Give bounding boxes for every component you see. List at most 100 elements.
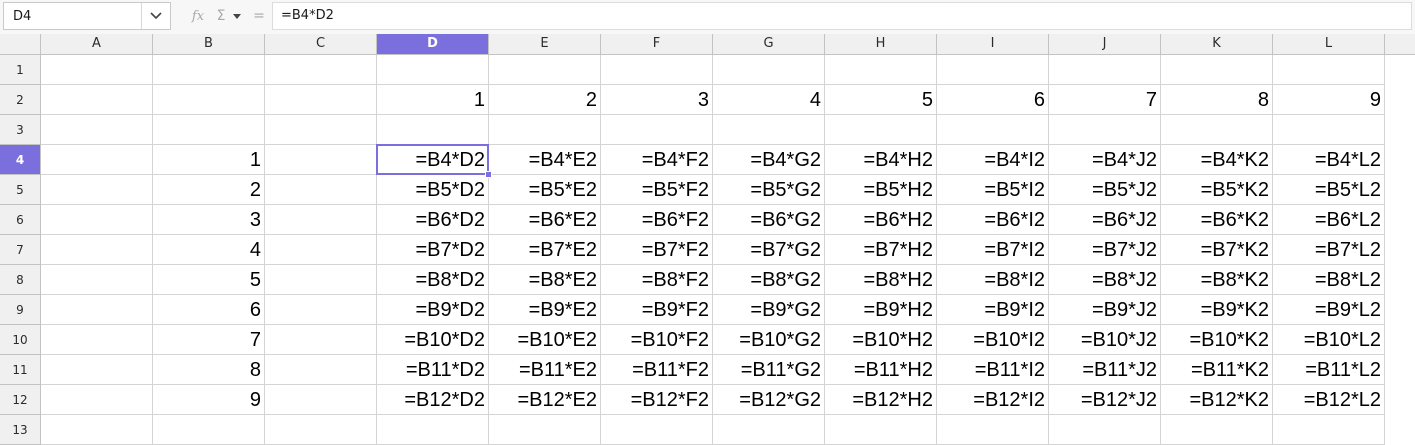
cell-j8[interactable]: =B8*J2: [1049, 265, 1161, 295]
cell-h8[interactable]: =B8*H2: [825, 265, 937, 295]
column-header-f[interactable]: F: [601, 34, 713, 54]
cell-c11[interactable]: [265, 355, 377, 385]
cell-j2[interactable]: 7: [1049, 85, 1161, 115]
row-header-4[interactable]: 4: [0, 145, 41, 175]
cell-e11[interactable]: =B11*E2: [489, 355, 601, 385]
cell-k7[interactable]: =B7*K2: [1161, 235, 1273, 265]
cell-l5[interactable]: =B5*L2: [1273, 175, 1385, 205]
cell-e5[interactable]: =B5*E2: [489, 175, 601, 205]
cell-l9[interactable]: =B9*L2: [1273, 295, 1385, 325]
cell-b7[interactable]: 4: [153, 235, 265, 265]
cell-i7[interactable]: =B7*I2: [937, 235, 1049, 265]
cell-d5[interactable]: =B5*D2: [377, 175, 489, 205]
cell-b10[interactable]: 7: [153, 325, 265, 355]
cell-g7[interactable]: =B7*G2: [713, 235, 825, 265]
cell-j7[interactable]: =B7*J2: [1049, 235, 1161, 265]
cell-c5[interactable]: [265, 175, 377, 205]
row-header-12[interactable]: 12: [0, 385, 41, 415]
row-header-6[interactable]: 6: [0, 205, 41, 235]
cell-k8[interactable]: =B8*K2: [1161, 265, 1273, 295]
cell-l3[interactable]: [1273, 115, 1385, 145]
cell-g11[interactable]: =B11*G2: [713, 355, 825, 385]
cell-j4[interactable]: =B4*J2: [1049, 145, 1161, 175]
cell-l1[interactable]: [1273, 55, 1385, 85]
cell-c10[interactable]: [265, 325, 377, 355]
cell-k9[interactable]: =B9*K2: [1161, 295, 1273, 325]
row-header-9[interactable]: 9: [0, 295, 41, 325]
cell-k12[interactable]: =B12*K2: [1161, 385, 1273, 415]
row-header-2[interactable]: 2: [0, 85, 41, 115]
cell-i10[interactable]: =B10*I2: [937, 325, 1049, 355]
cell-g13[interactable]: [713, 415, 825, 445]
cell-h7[interactable]: =B7*H2: [825, 235, 937, 265]
cell-d3[interactable]: [377, 115, 489, 145]
cell-a10[interactable]: [41, 325, 153, 355]
row-header-10[interactable]: 10: [0, 325, 41, 355]
cell-f12[interactable]: =B12*F2: [601, 385, 713, 415]
cell-f11[interactable]: =B11*F2: [601, 355, 713, 385]
cell-j9[interactable]: =B9*J2: [1049, 295, 1161, 325]
formula-input[interactable]: =B4*D2: [272, 2, 1412, 30]
cell-a1[interactable]: [41, 55, 153, 85]
cell-a6[interactable]: [41, 205, 153, 235]
cell-i3[interactable]: [937, 115, 1049, 145]
cell-h12[interactable]: =B12*H2: [825, 385, 937, 415]
cell-f6[interactable]: =B6*F2: [601, 205, 713, 235]
cell-i5[interactable]: =B5*I2: [937, 175, 1049, 205]
cell-b1[interactable]: [153, 55, 265, 85]
cell-l10[interactable]: =B10*L2: [1273, 325, 1385, 355]
cell-i12[interactable]: =B12*I2: [937, 385, 1049, 415]
sum-icon[interactable]: Σ: [216, 8, 226, 24]
column-header-g[interactable]: G: [713, 34, 825, 54]
cell-c7[interactable]: [265, 235, 377, 265]
cell-b11[interactable]: 8: [153, 355, 265, 385]
cell-a4[interactable]: [41, 145, 153, 175]
cell-g4[interactable]: =B4*G2: [713, 145, 825, 175]
cell-h11[interactable]: =B11*H2: [825, 355, 937, 385]
cell-g8[interactable]: =B8*G2: [713, 265, 825, 295]
cell-f9[interactable]: =B9*F2: [601, 295, 713, 325]
cell-g2[interactable]: 4: [713, 85, 825, 115]
cell-i13[interactable]: [937, 415, 1049, 445]
cell-j3[interactable]: [1049, 115, 1161, 145]
cell-k5[interactable]: =B5*K2: [1161, 175, 1273, 205]
row-header-3[interactable]: 3: [0, 115, 41, 145]
cell-b2[interactable]: [153, 85, 265, 115]
cell-i8[interactable]: =B8*I2: [937, 265, 1049, 295]
cell-g1[interactable]: [713, 55, 825, 85]
column-header-d[interactable]: D: [377, 34, 489, 54]
cell-d12[interactable]: =B12*D2: [377, 385, 489, 415]
row-header-11[interactable]: 11: [0, 355, 41, 385]
cell-e8[interactable]: =B8*E2: [489, 265, 601, 295]
cell-e2[interactable]: 2: [489, 85, 601, 115]
cell-a12[interactable]: [41, 385, 153, 415]
cell-f5[interactable]: =B5*F2: [601, 175, 713, 205]
cell-d2[interactable]: 1: [377, 85, 489, 115]
cell-e6[interactable]: =B6*E2: [489, 205, 601, 235]
cell-i9[interactable]: =B9*I2: [937, 295, 1049, 325]
cell-c2[interactable]: [265, 85, 377, 115]
cell-h3[interactable]: [825, 115, 937, 145]
row-header-8[interactable]: 8: [0, 265, 41, 295]
cell-f2[interactable]: 3: [601, 85, 713, 115]
cell-i11[interactable]: =B11*I2: [937, 355, 1049, 385]
cell-h5[interactable]: =B5*H2: [825, 175, 937, 205]
cell-h1[interactable]: [825, 55, 937, 85]
cell-c4[interactable]: [265, 145, 377, 175]
row-header-7[interactable]: 7: [0, 235, 41, 265]
cell-d9[interactable]: =B9*D2: [377, 295, 489, 325]
cell-f8[interactable]: =B8*F2: [601, 265, 713, 295]
cell-f3[interactable]: [601, 115, 713, 145]
cell-f4[interactable]: =B4*F2: [601, 145, 713, 175]
cell-e4[interactable]: =B4*E2: [489, 145, 601, 175]
column-header-k[interactable]: K: [1161, 34, 1273, 54]
cell-h13[interactable]: [825, 415, 937, 445]
cell-l7[interactable]: =B7*L2: [1273, 235, 1385, 265]
cell-d8[interactable]: =B8*D2: [377, 265, 489, 295]
cell-c6[interactable]: [265, 205, 377, 235]
cell-k3[interactable]: [1161, 115, 1273, 145]
cell-e1[interactable]: [489, 55, 601, 85]
caret-down-icon[interactable]: [230, 5, 244, 27]
cell-k10[interactable]: =B10*K2: [1161, 325, 1273, 355]
cell-d13[interactable]: [377, 415, 489, 445]
